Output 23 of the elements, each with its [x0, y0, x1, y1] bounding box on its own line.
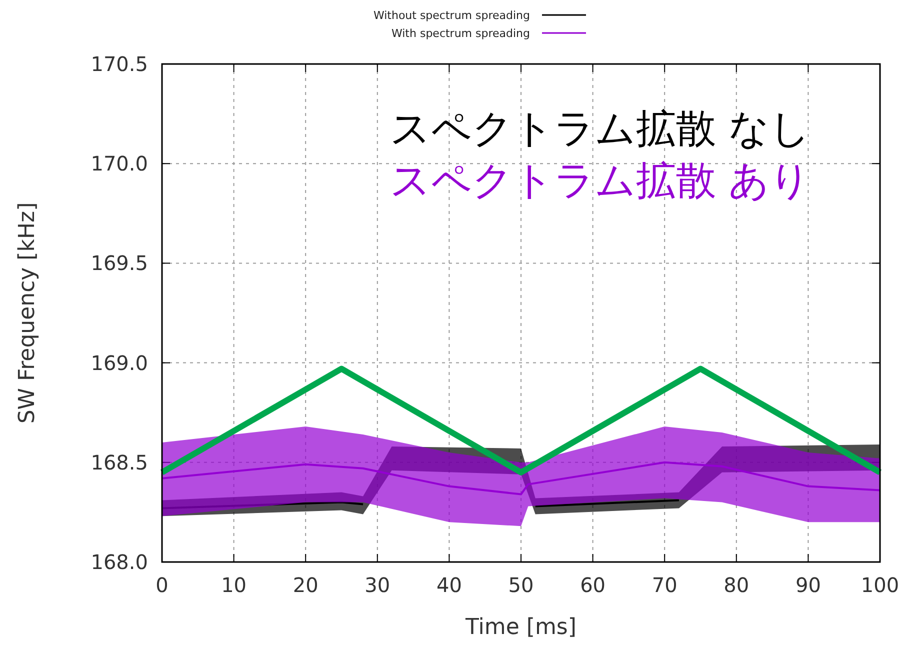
legend-label: Without spectrum spreading — [373, 9, 530, 22]
x-tick-label: 90 — [795, 573, 821, 597]
y-axis-title: SW Frequency [kHz] — [15, 202, 40, 424]
x-tick-label: 70 — [652, 573, 678, 597]
x-tick-label: 80 — [724, 573, 750, 597]
x-tick-label: 0 — [156, 573, 168, 597]
y-tick-label: 170.5 — [90, 52, 148, 76]
annotation: スペクトラム拡散 あり — [390, 158, 811, 204]
y-tick-label: 170.0 — [90, 152, 148, 176]
x-axis-title: Time [ms] — [464, 615, 576, 640]
x-tick-label: 10 — [221, 573, 247, 597]
x-tick-label: 30 — [364, 573, 390, 597]
x-tick-label: 60 — [580, 573, 606, 597]
y-tick-label: 168.0 — [90, 550, 148, 574]
x-tick-label: 100 — [860, 573, 900, 597]
annotation: スペクトラム拡散 なし — [390, 106, 811, 152]
legend-label: With spectrum spreading — [391, 27, 530, 40]
y-tick-label: 169.5 — [90, 251, 148, 276]
y-tick-label: 169.0 — [90, 350, 148, 375]
x-tick-label: 40 — [436, 573, 462, 597]
x-tick-label: 20 — [292, 573, 318, 597]
y-tick-label: 168.5 — [90, 450, 148, 474]
x-tick-label: 50 — [508, 573, 534, 597]
